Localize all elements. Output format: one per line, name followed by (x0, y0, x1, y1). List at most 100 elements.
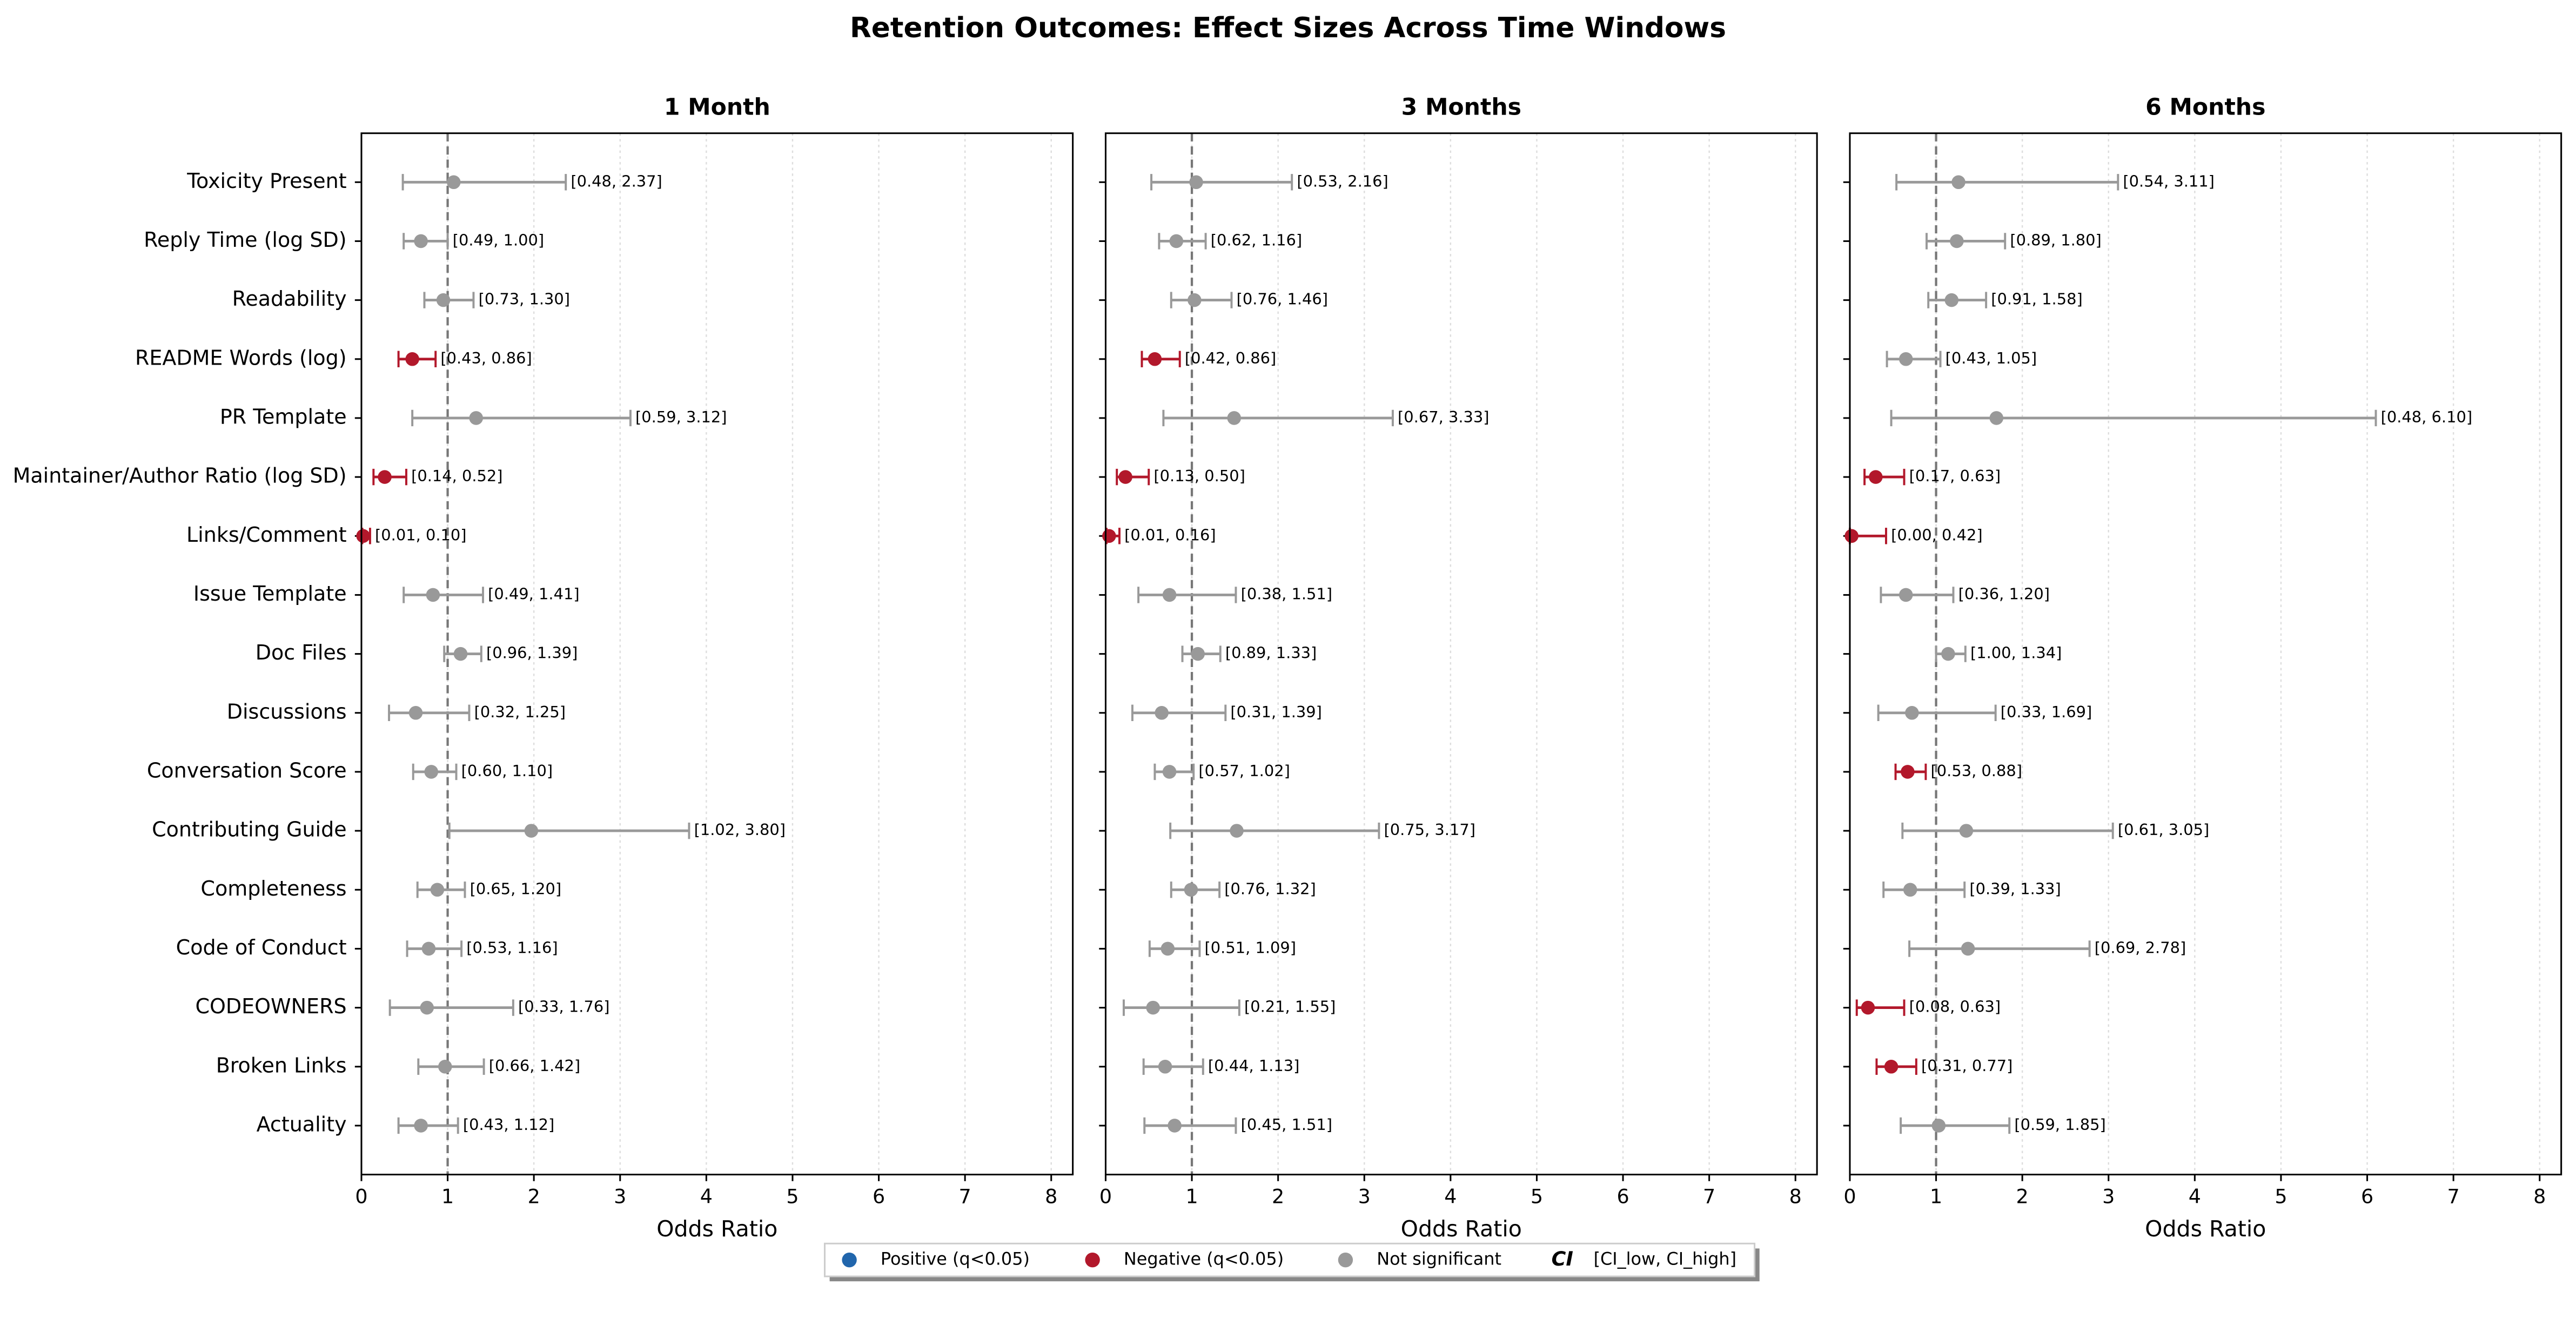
y-tick-label: Completeness (200, 877, 346, 900)
ci-label: [0.59, 1.85] (2014, 1115, 2105, 1134)
legend-label: Not significant (1377, 1249, 1501, 1269)
effect-row: [0.49, 1.41] (403, 584, 580, 603)
x-tick-label: 6 (1616, 1185, 1629, 1208)
ci-label: [1.02, 3.80] (694, 820, 786, 839)
ci-label: [0.59, 3.12] (635, 408, 727, 426)
y-tick-label: Actuality (257, 1112, 347, 1136)
ci-label: [0.51, 1.09] (1205, 938, 1296, 957)
effect-row: [0.54, 3.11] (1895, 172, 2215, 191)
legend-symbol: CI (1552, 1247, 1573, 1270)
legend-label: Positive (q<0.05) (881, 1249, 1030, 1269)
ci-label: [0.96, 1.39] (486, 644, 578, 662)
effect-row: [0.42, 0.86] (1141, 349, 1276, 367)
effect-row: [0.43, 1.12] (397, 1115, 554, 1134)
effect-row: [0.21, 1.55] (1123, 998, 1336, 1016)
effect-row: [0.44, 1.13] (1142, 1057, 1299, 1075)
point-estimate (1102, 529, 1116, 543)
point-estimate (1844, 529, 1859, 543)
point-estimate (405, 352, 419, 366)
effect-row: [0.53, 1.16] (406, 938, 558, 957)
legend-label: Negative (q<0.05) (1124, 1249, 1284, 1269)
effect-row: [0.45, 1.51] (1143, 1115, 1332, 1134)
ci-label: [0.33, 1.69] (2001, 703, 2092, 721)
effect-row: [0.53, 0.88] (1894, 762, 2022, 780)
effect-row: [0.17, 0.63] (1863, 467, 2001, 486)
point-estimate (1160, 941, 1175, 956)
x-tick-label: 3 (614, 1185, 626, 1208)
y-tick-label: PR Template (220, 405, 347, 428)
point-estimate (438, 1060, 452, 1074)
point-estimate (424, 765, 439, 779)
ci-label: [0.43, 1.05] (1946, 349, 2037, 367)
effect-row: [0.69, 2.78] (1908, 938, 2186, 957)
point-estimate (378, 470, 392, 484)
effect-row: [0.76, 1.32] (1170, 879, 1316, 898)
point-estimate (1168, 1119, 1182, 1133)
effect-row: [0.91, 1.58] (1927, 290, 2083, 308)
y-tick-label: Contributing Guide (152, 818, 346, 842)
y-tick-label: Code of Conduct (176, 936, 347, 959)
point-estimate (1944, 293, 1959, 307)
effect-row: [0.66, 1.42] (417, 1057, 580, 1075)
x-tick-label: 5 (2275, 1185, 2287, 1208)
effect-row: [0.08, 0.63] (1855, 998, 2001, 1016)
y-tick-label: Reply Time (log SD) (144, 228, 346, 252)
point-estimate (414, 1119, 428, 1133)
point-estimate (1931, 1119, 1946, 1133)
y-tick-label: Conversation Score (147, 758, 347, 782)
point-estimate (1227, 411, 1242, 425)
panel-title: 6 Months (2145, 94, 2265, 121)
effect-row: [1.02, 3.80] (448, 820, 786, 839)
ci-label: [1.00, 1.34] (1970, 644, 2062, 662)
ci-label: [0.17, 0.63] (1909, 467, 2001, 485)
point-estimate (469, 411, 484, 425)
y-tick-label: CODEOWNERS (195, 994, 346, 1018)
x-tick-label: 2 (2016, 1185, 2029, 1208)
point-estimate (1146, 1000, 1160, 1015)
point-estimate (1158, 1060, 1172, 1074)
chart-title: Retention Outcomes: Effect Sizes Across … (850, 12, 1726, 44)
effect-row: [0.32, 1.25] (388, 703, 566, 721)
effect-row: [0.65, 1.20] (416, 879, 561, 898)
effect-row: [1.00, 1.34] (1935, 644, 2062, 662)
ci-label: [0.54, 3.11] (2123, 172, 2214, 190)
ci-label: [0.13, 0.50] (1153, 467, 1245, 485)
ci-label: [0.62, 1.16] (1211, 231, 1302, 249)
effect-row: [0.57, 1.02] (1153, 762, 1290, 780)
legend-label: [CI_low, CI_high] (1594, 1249, 1737, 1269)
point-estimate (1230, 824, 1244, 838)
effect-row: [0.43, 1.05] (1886, 349, 2037, 367)
x-tick-label: 4 (700, 1185, 713, 1208)
x-tick-label: 4 (1444, 1185, 1457, 1208)
x-tick-label: 5 (786, 1185, 799, 1208)
point-estimate (356, 529, 370, 543)
effect-row: [0.33, 1.76] (388, 998, 609, 1016)
effect-row: [0.14, 0.52] (372, 467, 503, 486)
x-tick-label: 8 (2533, 1185, 2546, 1208)
legend-marker (1338, 1252, 1353, 1268)
point-estimate (1162, 588, 1177, 602)
effect-row: [0.43, 0.86] (397, 349, 532, 367)
effect-row: [0.59, 3.12] (411, 408, 727, 427)
ci-label: [0.31, 0.77] (1921, 1057, 2013, 1075)
effect-row: [0.01, 0.10] (356, 526, 467, 544)
ci-label: [0.49, 1.00] (453, 231, 544, 249)
point-estimate (453, 647, 468, 661)
x-tick-label: 4 (2189, 1185, 2201, 1208)
effect-row: [0.36, 1.20] (1880, 584, 2050, 603)
ci-label: [0.43, 0.86] (440, 349, 532, 367)
plot-frame (1104, 132, 1818, 1176)
ci-label: [0.61, 3.05] (2118, 820, 2209, 839)
point-estimate (1941, 647, 1955, 661)
effect-row: [0.48, 2.37] (401, 172, 662, 191)
y-tick-label: Readability (232, 287, 347, 311)
point-estimate (1189, 175, 1203, 190)
y-tick-label: Issue Template (193, 582, 347, 605)
point-estimate (1188, 293, 1202, 307)
x-tick-label: 7 (1703, 1185, 1715, 1208)
ci-label: [0.45, 1.51] (1241, 1115, 1332, 1134)
point-estimate (1950, 234, 1964, 248)
effect-row: [0.49, 1.00] (403, 231, 544, 250)
effect-row: [0.89, 1.33] (1181, 644, 1317, 662)
